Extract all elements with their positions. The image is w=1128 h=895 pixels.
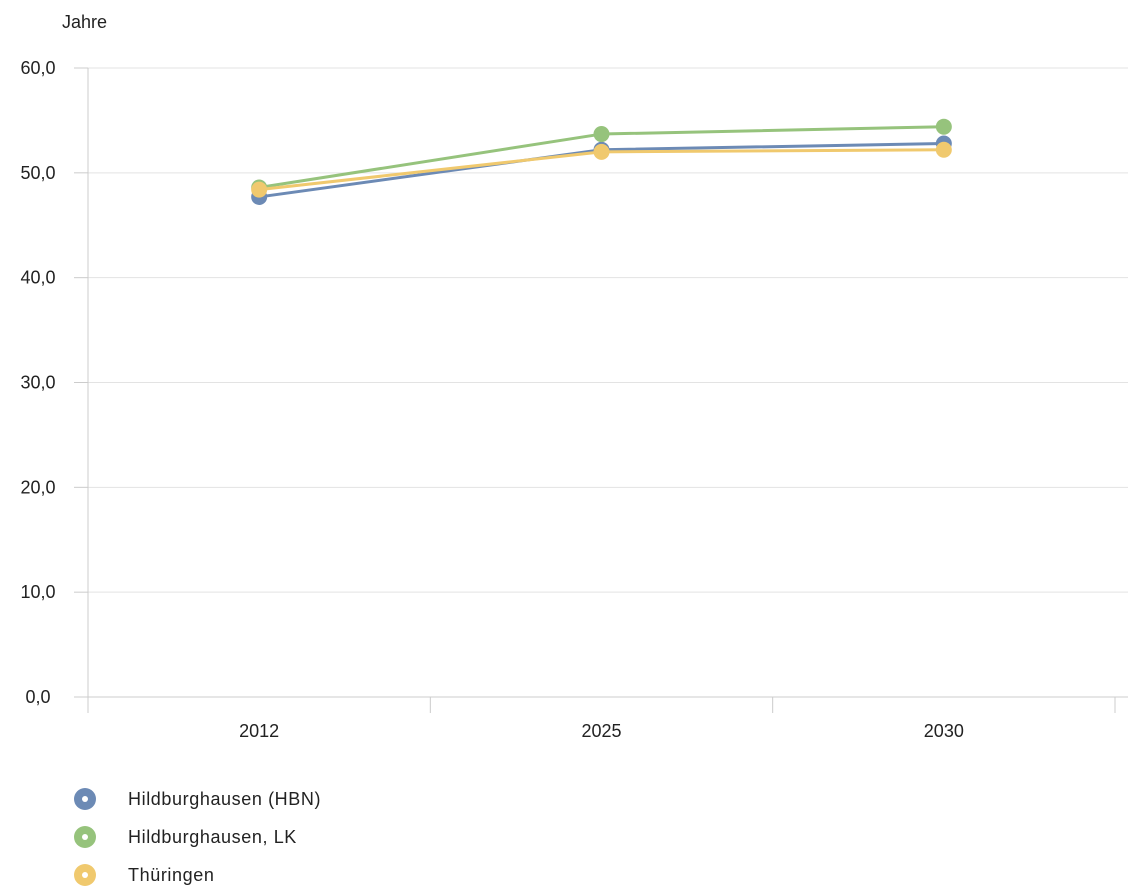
chart-svg: Jahre 0,010,020,030,040,050,060,0 2012 20… — [20, 12, 1128, 741]
legend-label: Thüringen — [128, 864, 215, 885]
data-point — [935, 141, 952, 158]
data-point — [593, 126, 610, 143]
legend-label: Hildburghausen, LK — [128, 826, 297, 847]
data-point — [935, 118, 952, 135]
y-tick-labels: 0,0 10,0 20,0 30,0 40,0 50,0 60,0 — [20, 58, 55, 707]
axes — [74, 67, 1128, 713]
x-tick-label: 2030 — [924, 721, 964, 741]
series-layer — [251, 118, 952, 205]
y-tick-label: 0,0 — [25, 687, 50, 707]
legend-item-hildburghausen-hbn[interactable]: Hildburghausen (HBN) — [74, 780, 321, 818]
y-tick-label: 10,0 — [20, 582, 55, 602]
legend-item-thueringen[interactable]: Thüringen — [74, 856, 321, 894]
y-tick-label: 60,0 — [20, 58, 55, 78]
x-tick-labels: 2012 2025 2030 — [239, 721, 964, 741]
y-tick-label: 50,0 — [20, 163, 55, 183]
legend-marker-icon — [74, 826, 96, 848]
legend: Hildburghausen (HBN) Hildburghausen, LK … — [74, 780, 321, 894]
y-tick-label: 30,0 — [20, 373, 55, 393]
y-tick-label: 40,0 — [20, 268, 55, 288]
x-tick-label: 2025 — [581, 721, 621, 741]
data-point — [251, 181, 268, 198]
y-tick-label: 20,0 — [20, 477, 55, 497]
legend-item-hildburghausen-lk[interactable]: Hildburghausen, LK — [74, 818, 321, 856]
data-point — [593, 143, 610, 160]
y-axis-label: Jahre — [62, 12, 107, 32]
x-tick-label: 2012 — [239, 721, 279, 741]
legend-marker-icon — [74, 788, 96, 810]
series-2 — [251, 141, 952, 198]
legend-marker-icon — [74, 864, 96, 886]
gridlines — [88, 67, 1128, 593]
legend-label: Hildburghausen (HBN) — [128, 788, 322, 809]
